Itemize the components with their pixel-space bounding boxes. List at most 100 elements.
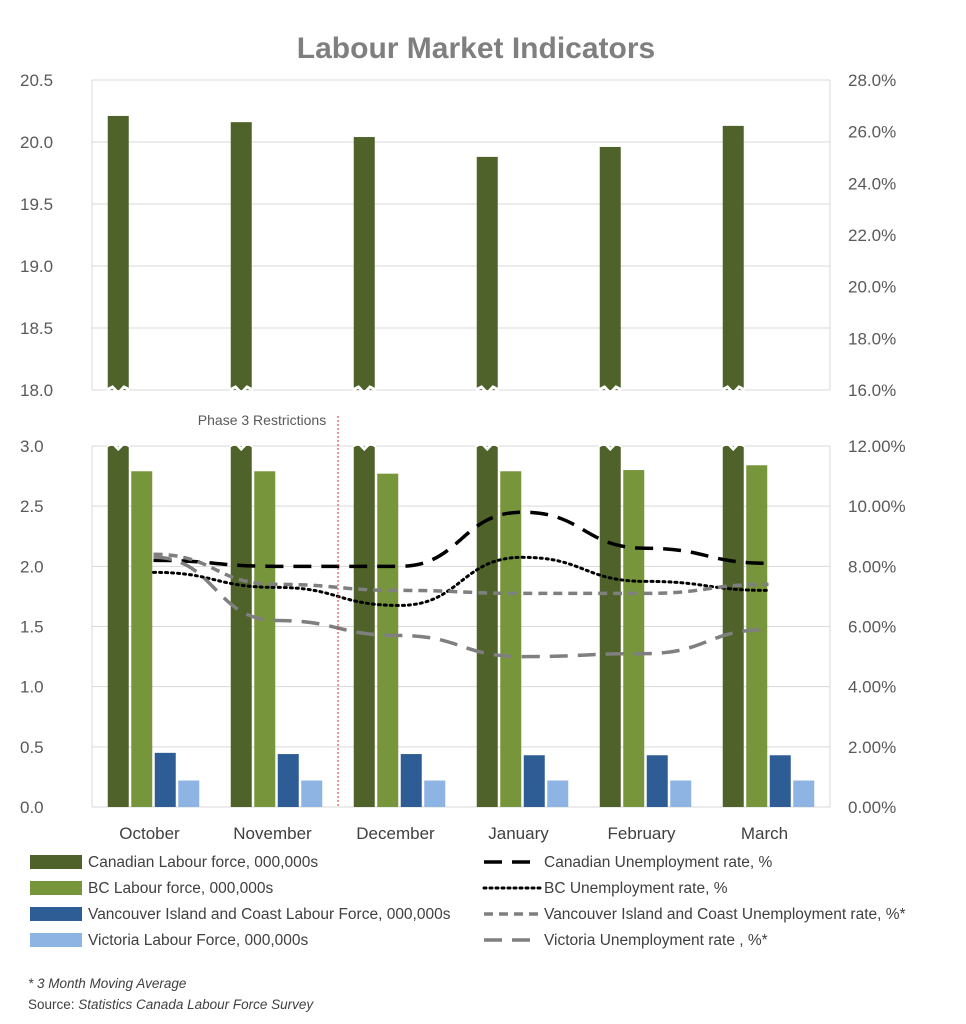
legend-victoria-labour-force-swatch [30, 933, 82, 947]
bar-vancouver-island-labour-force [523, 755, 545, 807]
bar-victoria-labour-force [301, 780, 323, 807]
source-line: Source: Statistics Canada Labour Force S… [28, 997, 314, 1012]
y-tick-label: 1.0 [20, 678, 44, 697]
x-category-label: January [488, 824, 549, 843]
chart-title: Labour Market Indicators [297, 32, 655, 65]
y2-tick-label: 28.0% [848, 71, 896, 90]
y2-tick-label: 4.00% [848, 678, 896, 697]
axis-break-marker [721, 441, 746, 452]
legend-victoria-unemployment-label: Victoria Unemployment rate , %* [544, 932, 768, 949]
y2-tick-label: 24.0% [848, 174, 896, 193]
axis-break-marker [352, 385, 377, 396]
bar-canadian-labour-force [107, 115, 129, 391]
y-tick-label: 0.0 [20, 798, 44, 817]
axis-break-marker [475, 441, 500, 452]
bar-bc-labour-force [254, 471, 276, 807]
y2-tick-label: 22.0% [848, 226, 896, 245]
line-canadian-unemployment [153, 510, 769, 569]
y-tick-label: 2.0 [20, 557, 44, 576]
axis-break-marker [598, 441, 623, 452]
bar-bc-labour-force [623, 470, 645, 807]
x-category-label: October [119, 824, 180, 843]
bar-canadian-labour-force [230, 122, 252, 390]
bar-bc-labour-force [746, 465, 768, 807]
bar-canadian-labour-force [476, 156, 498, 390]
bar-canadian-labour-force [599, 446, 621, 807]
legend-bc-labour-force-swatch [30, 881, 82, 895]
bar-canadian-labour-force [353, 446, 375, 807]
bar-vancouver-island-labour-force [646, 755, 668, 807]
unemployment-lines [152, 510, 770, 659]
bars [106, 115, 815, 807]
bar-vancouver-island-labour-force [400, 754, 422, 807]
grid-lines [91, 79, 831, 808]
bar-canadian-labour-force [476, 446, 498, 807]
legend-vancouver-island-labour-force-label: Vancouver Island and Coast Labour Force,… [88, 906, 451, 923]
x-category-label: March [741, 824, 788, 843]
legend-canadian-labour-force-label: Canadian Labour force, 000,000s [88, 854, 318, 871]
footnote: * 3 Month Moving Average [28, 976, 186, 991]
axis-break-marker [229, 441, 254, 452]
bar-vancouver-island-labour-force [154, 752, 176, 807]
bar-canadian-labour-force [722, 125, 744, 390]
legend-bc-unemployment-label: BC Unemployment rate, % [544, 880, 728, 897]
y-tick-label: 18.0 [20, 381, 53, 400]
y-tick-label: 19.0 [20, 257, 53, 276]
axis-break-marker [721, 385, 746, 396]
bar-victoria-labour-force [178, 780, 200, 807]
bar-bc-labour-force [131, 471, 153, 807]
axis-break-marker [598, 385, 623, 396]
line-victoria-unemployment [153, 555, 769, 659]
axis-break-marker [475, 385, 500, 396]
y-tick-label: 3.0 [20, 437, 44, 456]
y2-tick-label: 12.00% [848, 437, 906, 456]
y2-tick-label: 18.0% [848, 329, 896, 348]
bar-canadian-labour-force [722, 446, 744, 807]
axes: 20.5 20.0 19.5 19.0 18.5 18.0 28.0% 26.0% 24.0% 2… [20, 71, 906, 843]
x-category-label: November [233, 824, 312, 843]
legend-vancouver-island-unemployment-label: Vancouver Island and Coast Unemployment … [544, 906, 906, 923]
x-category-label: December [356, 824, 435, 843]
axis-break-marker [229, 385, 254, 396]
y2-tick-label: 16.0% [848, 381, 896, 400]
y-tick-label: 20.0 [20, 133, 53, 152]
bar-canadian-labour-force [230, 446, 252, 807]
y2-tick-label: 10.00% [848, 497, 906, 516]
y2-tick-label: 0.00% [848, 798, 896, 817]
y2-tick-label: 26.0% [848, 123, 896, 142]
bar-bc-labour-force [377, 473, 399, 807]
source-label: Source: [28, 997, 78, 1012]
bar-vancouver-island-labour-force [769, 755, 791, 807]
legend: Canadian Labour force, 000,000s BC Labour… [30, 854, 906, 949]
bar-canadian-labour-force [107, 446, 129, 807]
legend-bc-labour-force-label: BC Labour force, 000,000s [88, 880, 274, 897]
axis-break-marker [106, 385, 131, 396]
bar-victoria-labour-force [424, 780, 446, 807]
bar-vancouver-island-labour-force [277, 754, 299, 807]
line-vancouver-island-unemployment [153, 552, 769, 596]
y-tick-label: 19.5 [20, 195, 53, 214]
phase-3-annotation: Phase 3 Restrictions [198, 412, 326, 428]
legend-canadian-labour-force-swatch [30, 855, 82, 869]
y-tick-label: 20.5 [20, 71, 53, 90]
axis-break-marker [352, 441, 377, 452]
legend-victoria-labour-force-label: Victoria Labour Force, 000,000s [88, 932, 309, 949]
y2-tick-label: 8.00% [848, 557, 896, 576]
y-tick-label: 0.5 [20, 738, 44, 757]
bar-victoria-labour-force [670, 780, 692, 807]
y2-tick-label: 20.0% [848, 278, 896, 297]
y-tick-label: 2.5 [20, 497, 44, 516]
bar-canadian-labour-force [599, 146, 621, 390]
source-text: Statistics Canada Labour Force Survey [78, 997, 314, 1012]
bar-bc-labour-force [500, 471, 522, 807]
bar-victoria-labour-force [793, 780, 815, 807]
bar-canadian-labour-force [353, 137, 375, 390]
legend-canadian-unemployment-label: Canadian Unemployment rate, % [544, 854, 773, 871]
line-bc-unemployment [152, 555, 770, 607]
legend-vancouver-island-labour-force-swatch [30, 907, 82, 921]
axis-break-marker [106, 441, 131, 452]
y2-tick-label: 6.00% [848, 618, 896, 637]
y-tick-label: 1.5 [20, 618, 44, 637]
x-category-label: February [607, 824, 676, 843]
